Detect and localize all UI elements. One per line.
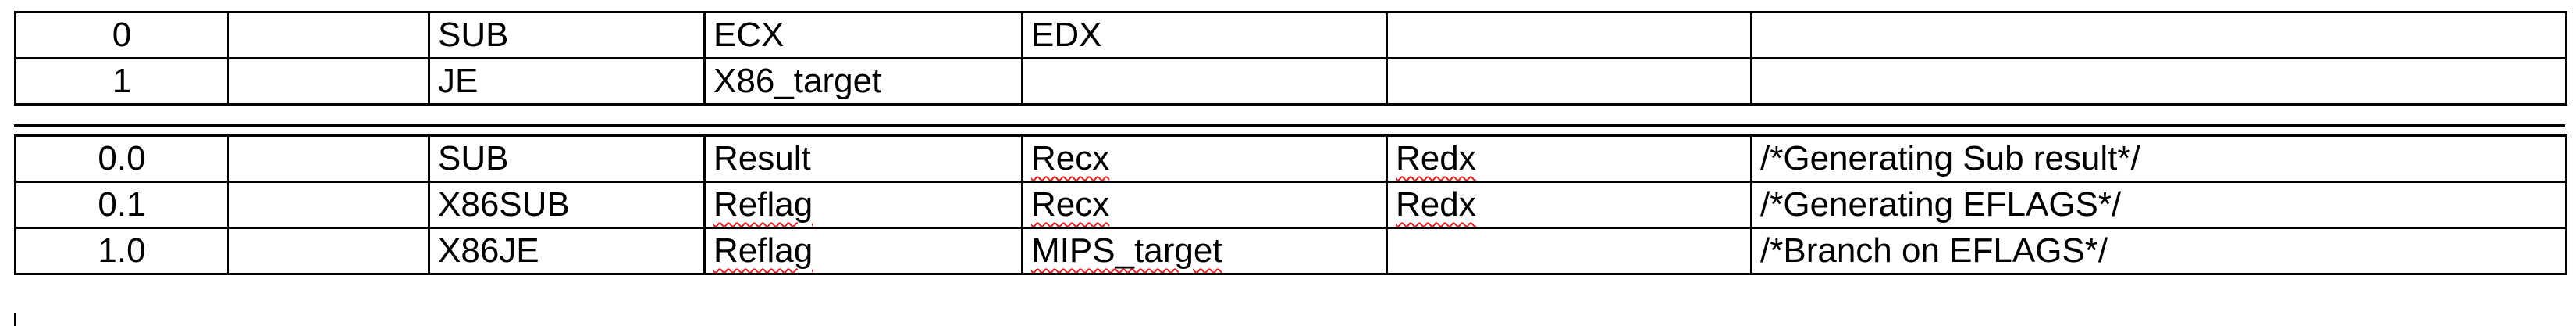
table-cell: X86SUB [428, 181, 706, 229]
table-cell: Redx [1386, 181, 1752, 229]
table-cell [227, 227, 430, 275]
cell-text: Reflag [713, 231, 813, 270]
table-cell: MIPS_target [1021, 227, 1388, 275]
cell-text: Recx [1031, 185, 1110, 224]
table-cell: Recx [1021, 134, 1388, 183]
table-cell: Result [703, 134, 1023, 183]
cell-text: Reflag [713, 185, 813, 224]
table-row: 1 JE X86_target [14, 57, 2567, 106]
table-cell: X86_target [703, 57, 1023, 106]
table-cell: JE [428, 57, 706, 106]
mips-translation-table: 0.0 SUB Result Recx Redx /*Generating Su… [14, 134, 2567, 275]
table-row: 0 SUB ECX EDX [14, 11, 2567, 59]
table-cell [227, 134, 430, 183]
table-cell: EDX [1021, 11, 1388, 59]
table-cell: Reflag [703, 227, 1023, 275]
table-cell: ECX [703, 11, 1023, 59]
table-cell [1386, 57, 1752, 106]
table-cell: 0.0 [14, 134, 229, 183]
table-cell: Reflag [703, 181, 1023, 229]
table-cell: 1.0 [14, 227, 229, 275]
table-row: 1.0 X86JE Reflag MIPS_target /*Branch on… [14, 227, 2567, 275]
table-cell [1386, 227, 1752, 275]
table-cell [1750, 57, 2567, 106]
table-cell [1021, 57, 1388, 106]
table-cell: Redx [1386, 134, 1752, 183]
table-border-continuation [14, 313, 16, 326]
table-cell: Recx [1021, 181, 1388, 229]
cell-text: Recx [1031, 139, 1110, 177]
table-cell: 0.1 [14, 181, 229, 229]
table-cell [227, 11, 430, 59]
table-cell: SUB [428, 11, 706, 59]
table-cell [227, 57, 430, 106]
table-cell: /*Generating EFLAGS*/ [1750, 181, 2567, 229]
table-cell [227, 181, 430, 229]
table-cell: SUB [428, 134, 706, 183]
cell-text: Redx [1396, 185, 1476, 224]
table-cell: /*Generating Sub result*/ [1750, 134, 2567, 183]
table-cell: X86JE [428, 227, 706, 275]
table-divider-rule [14, 124, 2565, 127]
x86-instruction-table: 0 SUB ECX EDX 1 JE X86_target [14, 11, 2567, 106]
table-cell [1750, 11, 2567, 59]
table-row: 0.1 X86SUB Reflag Recx Redx /*Generating… [14, 181, 2567, 229]
table-cell: 1 [14, 57, 229, 106]
table-cell: /*Branch on EFLAGS*/ [1750, 227, 2567, 275]
table-cell [1386, 11, 1752, 59]
cell-text: Redx [1396, 139, 1476, 177]
table-cell: 0 [14, 11, 229, 59]
table-row: 0.0 SUB Result Recx Redx /*Generating Su… [14, 134, 2567, 183]
cell-text: MIPS_target [1031, 231, 1222, 270]
